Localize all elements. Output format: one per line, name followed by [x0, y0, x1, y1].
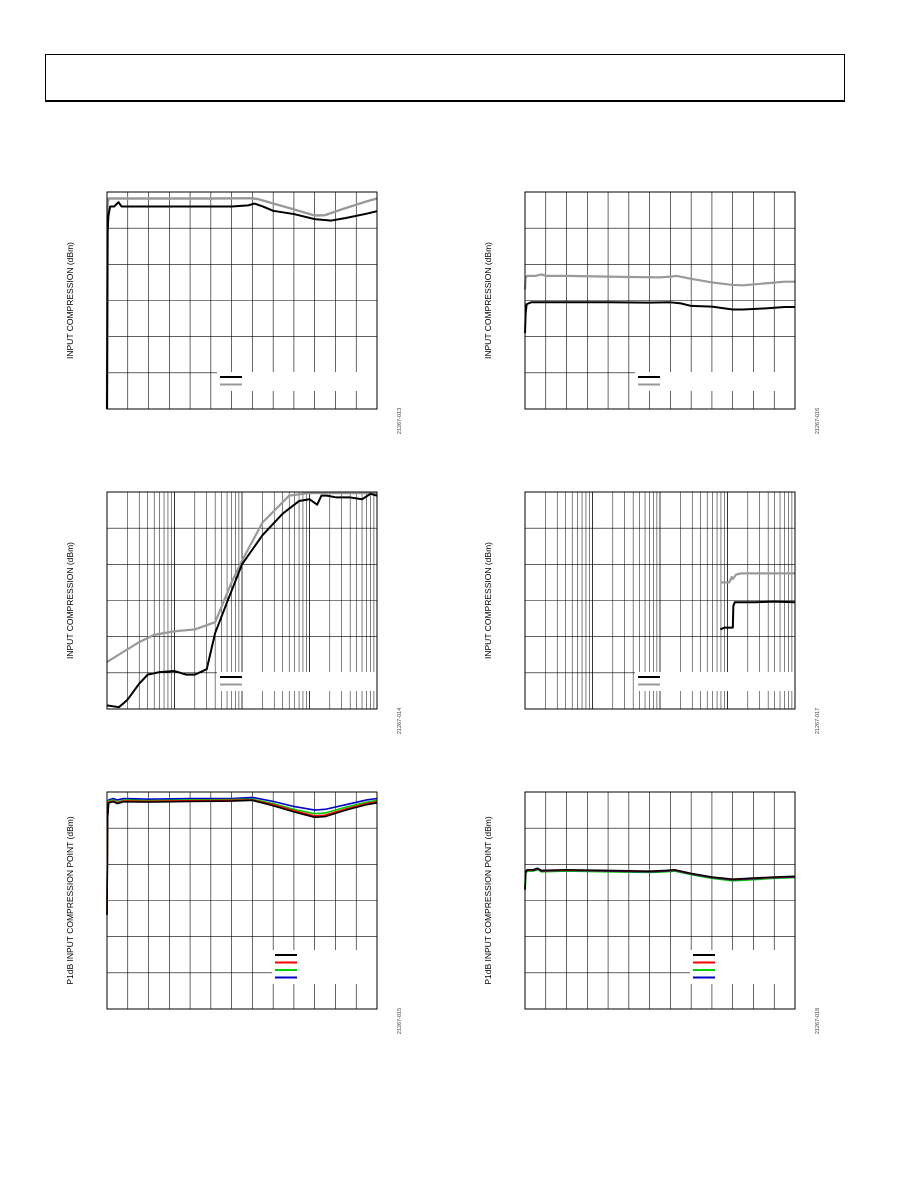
- series-line-1: [720, 572, 795, 584]
- legend: [635, 372, 795, 391]
- legend-box: [217, 672, 377, 691]
- y-axis-label: P1dB INPUT COMPRESSION POINT (dBm): [65, 816, 75, 984]
- legend: [217, 672, 377, 691]
- series-line-1: [106, 491, 377, 663]
- chart-panel-4: INPUT COMPRESSION (dBm) 21267-017: [483, 491, 821, 734]
- y-axis-label: INPUT COMPRESSION (dBm): [483, 242, 493, 359]
- plot-frame: [524, 491, 796, 710]
- figure-id: 21267-015: [397, 1008, 403, 1034]
- series-line-2: [106, 201, 378, 410]
- y-axis-label: INPUT COMPRESSION (dBm): [65, 242, 75, 359]
- series-line-4: [106, 799, 378, 915]
- figure-id: 21267-014: [397, 708, 403, 734]
- figure-id: 21267-018: [815, 1008, 821, 1034]
- series-line-2: [524, 301, 795, 334]
- y-axis-label: P1dB INPUT COMPRESSION POINT (dBm): [483, 816, 493, 984]
- series-line-2: [106, 492, 378, 709]
- plot-frame: [106, 791, 378, 1010]
- chart-panel-3: INPUT COMPRESSION (dBm) 21267-014: [65, 491, 403, 734]
- series-line-1: [523, 273, 795, 290]
- grid: [525, 792, 795, 1009]
- series-line-4: [524, 867, 796, 890]
- legend: [217, 372, 377, 391]
- plot-frame: [524, 791, 796, 1010]
- legend: [635, 672, 795, 691]
- legend-box: [635, 672, 795, 691]
- plot-frame: [106, 191, 378, 410]
- legend: [690, 950, 795, 984]
- figure-id: 21267-017: [815, 708, 821, 734]
- legend-box: [217, 372, 377, 391]
- legend: [272, 950, 377, 984]
- plot-frame: [524, 191, 796, 410]
- series-line-1: [105, 196, 378, 410]
- figure-id: 21267-016: [815, 408, 821, 434]
- plot-frame: [106, 491, 378, 710]
- chart-panel-6: P1dB INPUT COMPRESSION POINT (dBm) 21267-…: [483, 791, 821, 1034]
- chart-panel-1: INPUT COMPRESSION (dBm) 21267-013: [65, 191, 403, 434]
- chart-panel-2: INPUT COMPRESSION (dBm) 21267-016: [483, 191, 821, 434]
- figure-id: 21267-013: [397, 408, 403, 434]
- chart-panel-5: P1dB INPUT COMPRESSION POINT (dBm) 21267-…: [65, 791, 403, 1034]
- series-line-1: [106, 796, 378, 915]
- y-axis-label: INPUT COMPRESSION (dBm): [483, 542, 493, 659]
- page-header-box: [45, 54, 845, 102]
- y-axis-label: INPUT COMPRESSION (dBm): [65, 542, 75, 659]
- series-line-2: [719, 600, 796, 631]
- legend-box: [635, 372, 795, 391]
